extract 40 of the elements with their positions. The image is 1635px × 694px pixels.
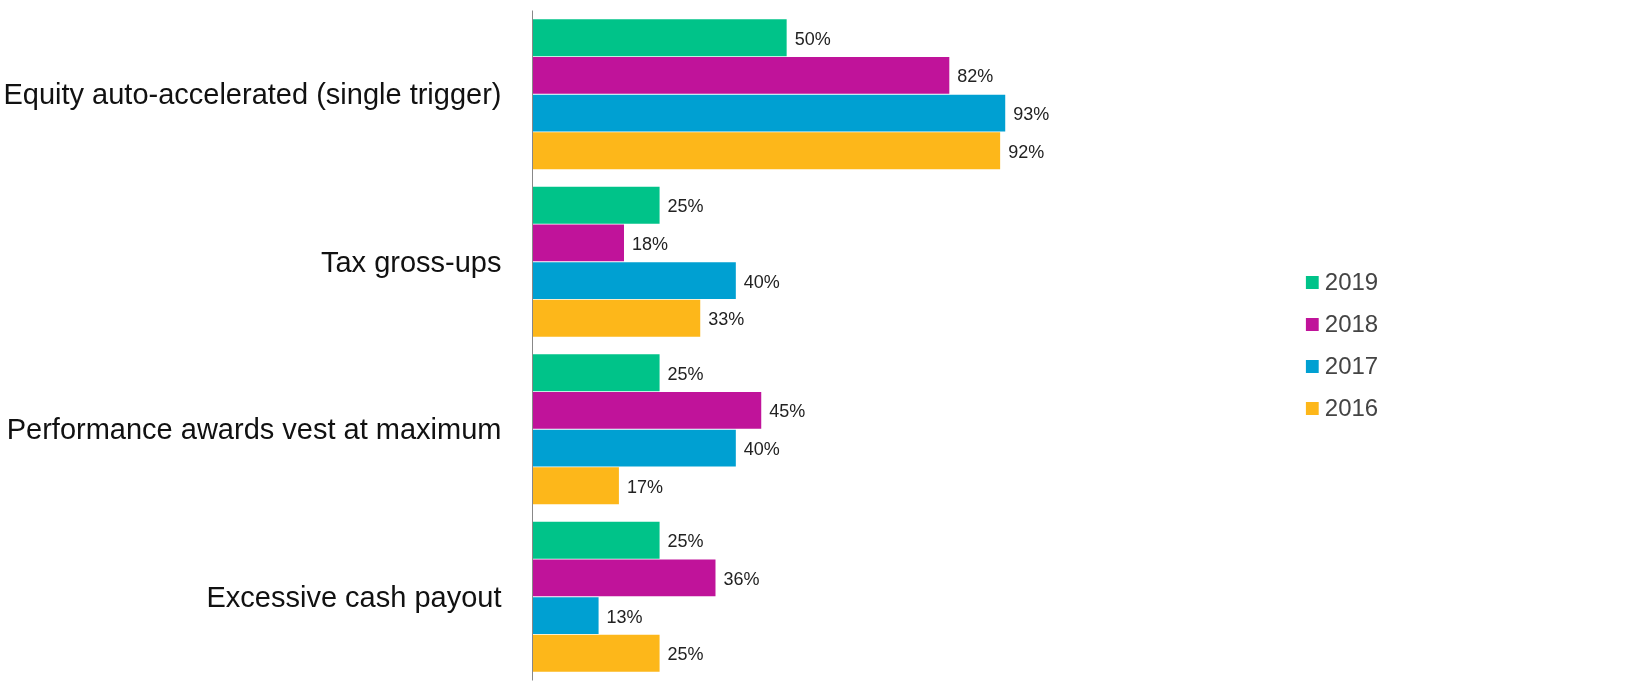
bar [532,634,660,672]
data-label: 13% [606,606,643,627]
y-tick-label: Equity auto-accelerated (single trigger) [3,78,502,111]
bar [532,56,950,94]
bar [532,354,660,392]
data-label: 82% [957,66,994,87]
data-label: 45% [769,401,806,422]
data-label: 17% [626,476,663,497]
bar [532,19,787,57]
legend-label: 2017 [1324,352,1379,380]
data-label: 18% [632,233,669,254]
bar [532,94,1006,132]
data-label: 92% [1008,141,1045,162]
data-label: 25% [667,363,704,384]
bar [532,299,701,337]
bar [532,186,660,224]
legend-label: 2019 [1324,268,1379,296]
data-label: 33% [708,309,745,330]
bar [532,521,660,559]
bar [532,262,736,300]
y-tick-label: Tax gross-ups [320,245,502,278]
data-label: 25% [667,196,704,217]
data-label: 25% [667,644,704,665]
data-label: 40% [743,439,780,460]
data-label: 40% [743,271,780,292]
data-label: 93% [1013,104,1050,125]
legend-label: 2016 [1324,394,1379,422]
bar [532,429,736,467]
bar [532,224,624,262]
data-label: 50% [794,28,831,49]
bar [532,597,599,635]
data-label: 25% [667,531,704,552]
y-tick-label: Performance awards vest at maximum [6,413,502,446]
bar [532,467,619,505]
bar [532,132,1001,170]
data-label: 36% [723,568,760,589]
bar [532,391,762,429]
bar [532,559,716,597]
y-tick-label: Excessive cash payout [206,580,502,613]
legend-label: 2018 [1324,310,1379,338]
